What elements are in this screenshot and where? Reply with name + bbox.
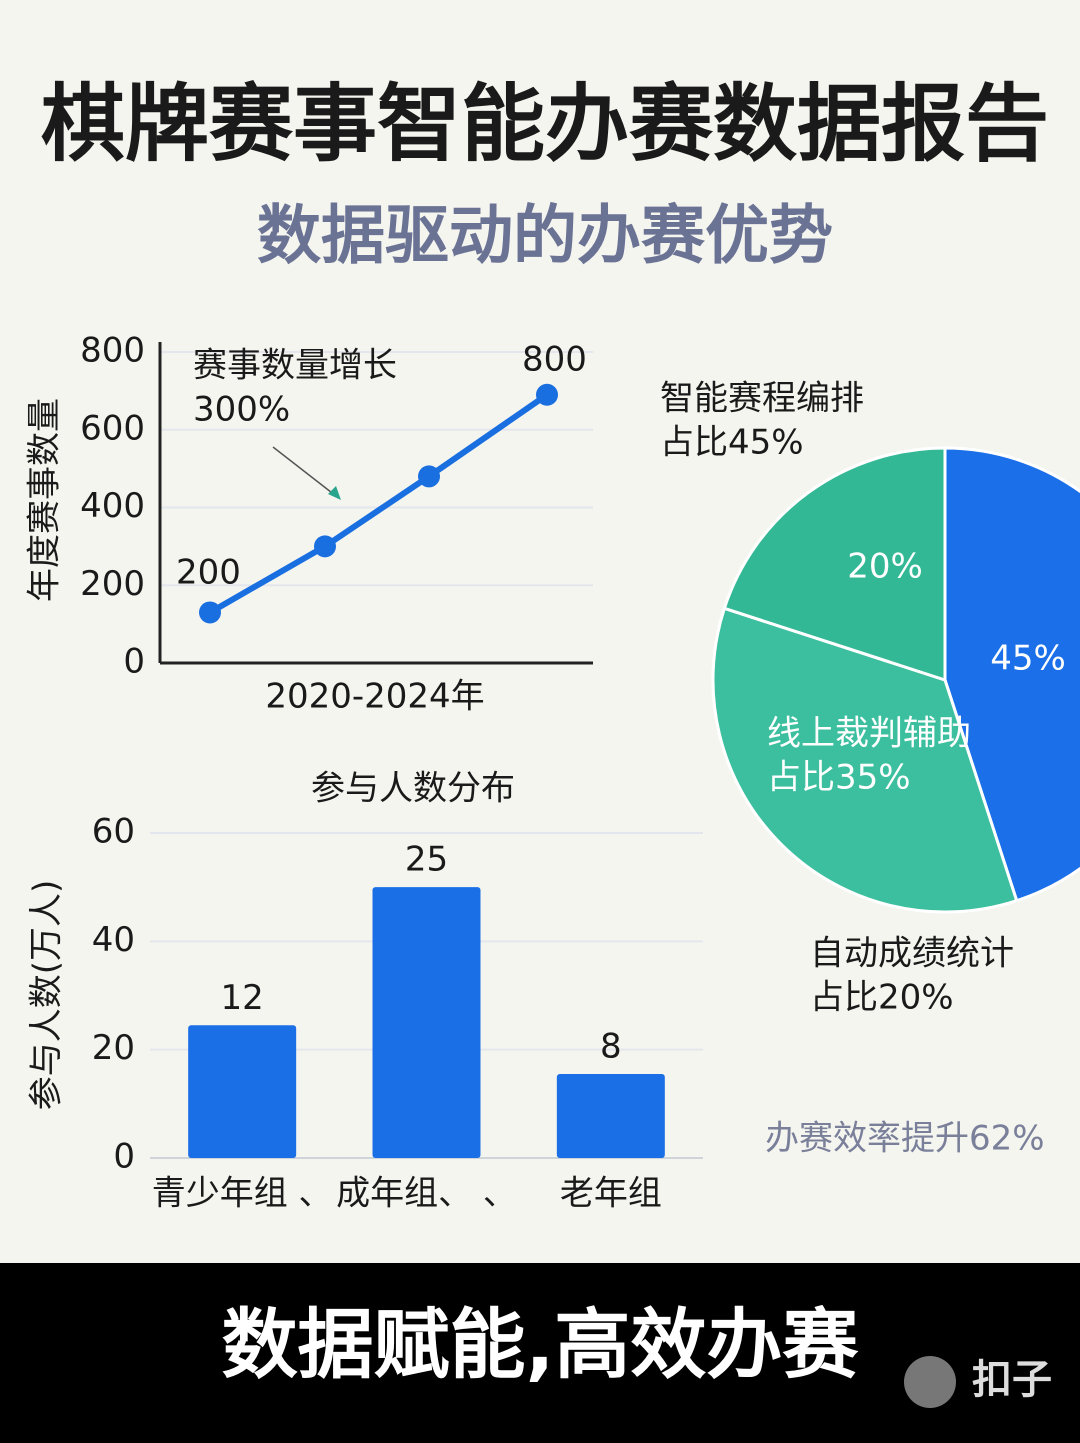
watermark: 扣子 [972, 1357, 1052, 1403]
y-tick-label: 800 [80, 331, 145, 371]
annotation: 800 [522, 340, 587, 380]
annotation: 200 [176, 553, 241, 593]
arrow-head [328, 486, 341, 500]
y-tick-label: 0 [113, 1137, 135, 1177]
bar [556, 1074, 665, 1158]
line [208, 392, 549, 616]
annotation: 25 [405, 840, 448, 880]
x-tick-label: 老年组 [560, 1174, 662, 1214]
y-tick-label: 40 [92, 920, 135, 960]
point [314, 535, 336, 558]
annotation: 8 [600, 1027, 622, 1067]
bar [188, 1025, 297, 1158]
slice-label: 45% [990, 639, 1066, 679]
annotation: 300% [193, 390, 290, 430]
pie-category: 线上裁判辅助 [767, 714, 971, 754]
note: 办赛效率提升62% [765, 1119, 1045, 1159]
pie-category: 智能赛程编排 [660, 379, 864, 419]
x-tick-label: 成年组、 、 [336, 1174, 517, 1214]
y-tick-label: 60 [92, 812, 135, 852]
annotation-arrow [272, 446, 337, 497]
pie-category-note: 占比45% [660, 423, 804, 463]
bar-title: 参与人数分布 [311, 769, 515, 809]
pie-category-note: 占比20% [810, 978, 954, 1018]
x-axis-label: 2020-2024年 [265, 677, 484, 717]
pie-category: 自动成绩统计 [810, 934, 1014, 974]
pie-slice [722, 446, 947, 683]
pie-slice [711, 606, 1019, 914]
point [536, 383, 558, 406]
y-tick-label: 0 [123, 642, 145, 682]
bar [372, 887, 481, 1158]
point [418, 465, 440, 488]
y-axis-label: 年度赛事数量 [25, 398, 65, 602]
footer-band [0, 1263, 1080, 1443]
pie-category-note: 占比35% [767, 758, 911, 798]
y-tick-label: 20 [92, 1028, 135, 1068]
footer-text: 数据赋能,高效办赛 [222, 1300, 860, 1389]
subtitle: 数据驱动的办赛优势 [257, 200, 833, 274]
annotation: 12 [221, 978, 264, 1018]
pie-slice [943, 446, 1080, 903]
x-tick-label: 青少年组 、 [152, 1174, 333, 1214]
annotation: 赛事数量增长 [193, 346, 397, 386]
slice-label: 20% [847, 547, 923, 587]
title: 棋牌赛事智能办赛数据报告 [41, 75, 1049, 173]
point [199, 601, 221, 624]
y-tick-label: 200 [80, 564, 145, 604]
y-tick-label: 400 [80, 486, 145, 526]
y-axis-label: 参与人数(万人) [27, 880, 67, 1111]
watermark-icon [904, 1356, 956, 1408]
y-tick-label: 600 [80, 408, 145, 448]
